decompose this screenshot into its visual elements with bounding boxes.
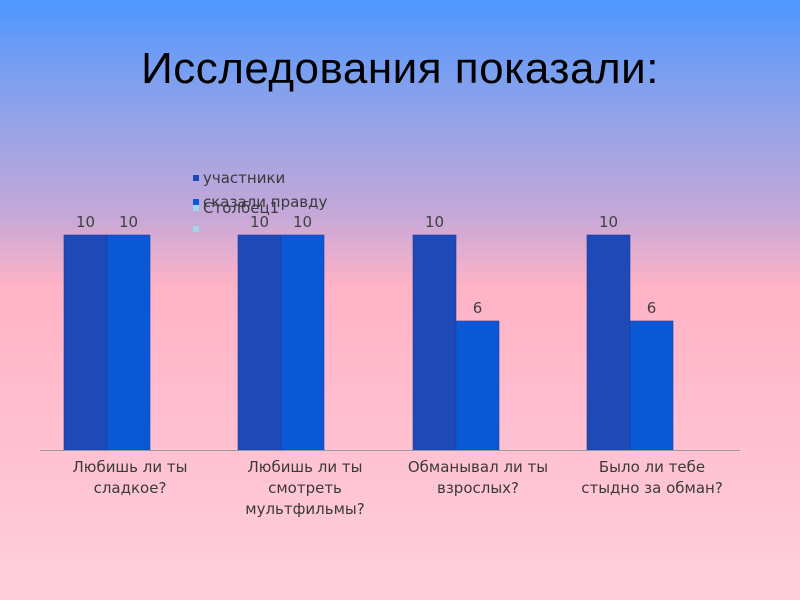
- legend-swatch-1: [193, 175, 199, 181]
- bar-1-2: [237, 234, 282, 451]
- data-label-2-4: 6: [647, 299, 657, 317]
- legend-label-3: Столбец1: [203, 199, 279, 217]
- legend-swatch-3: [193, 205, 199, 211]
- bar-1-4: [586, 234, 631, 451]
- legend-label-2: сказали правду: [203, 193, 328, 211]
- x-axis-categories: Любишь ли ты сладкое? Любишь ли ты смотреть…: [73, 458, 723, 518]
- legend-swatch-extra: [193, 226, 199, 232]
- bar-2-4: [629, 320, 674, 451]
- bar-1-3: [412, 234, 457, 451]
- category-label-2: Любишь ли ты смотреть мультфильмы?: [245, 458, 364, 518]
- data-label-2-3: 6: [473, 299, 483, 317]
- data-label-2-2: 10: [293, 213, 312, 231]
- data-label-2-1: 10: [119, 213, 138, 231]
- bar-2-2: [280, 234, 325, 451]
- bar-2-3: [455, 320, 500, 451]
- data-label-1-3: 10: [425, 213, 444, 231]
- slide-title: Исследования показали:: [141, 44, 659, 93]
- data-label-1-4: 10: [599, 213, 618, 231]
- data-label-1-2: 10: [250, 213, 269, 231]
- legend-label-1: участники: [203, 169, 285, 187]
- legend-swatch-2: [193, 199, 199, 205]
- bar-1-1: [63, 234, 108, 451]
- chart-bars: [63, 234, 674, 451]
- bar-2-1: [106, 234, 151, 451]
- data-label-1-1: 10: [76, 213, 95, 231]
- category-label-3: Обманывал ли ты взрослых?: [408, 458, 548, 497]
- category-label-1: Любишь ли ты сладкое?: [73, 458, 188, 497]
- chart-data-labels: 10 10 10 10 10 6 10 6: [76, 213, 656, 317]
- category-label-4: Было ли тебе стыдно за обман?: [581, 458, 723, 497]
